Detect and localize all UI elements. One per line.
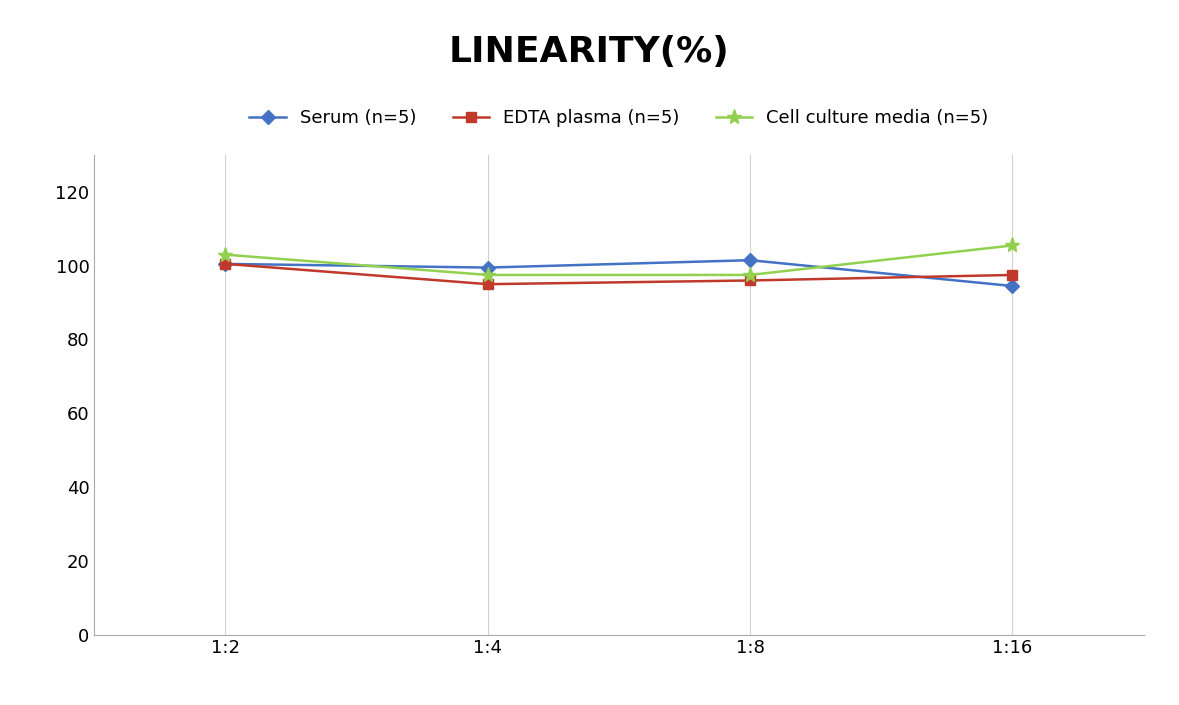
EDTA plasma (n=5)	[743, 276, 757, 285]
Cell culture media (n=5)	[743, 271, 757, 279]
Legend: Serum (n=5), EDTA plasma (n=5), Cell culture media (n=5): Serum (n=5), EDTA plasma (n=5), Cell cul…	[242, 102, 996, 134]
Serum (n=5)	[218, 259, 232, 268]
Line: EDTA plasma (n=5): EDTA plasma (n=5)	[220, 259, 1017, 289]
EDTA plasma (n=5)	[218, 259, 232, 268]
Text: LINEARITY(%): LINEARITY(%)	[449, 35, 730, 69]
Line: Cell culture media (n=5): Cell culture media (n=5)	[218, 238, 1020, 283]
Line: Serum (n=5): Serum (n=5)	[220, 255, 1017, 291]
EDTA plasma (n=5)	[1006, 271, 1020, 279]
Cell culture media (n=5)	[481, 271, 495, 279]
Cell culture media (n=5)	[218, 250, 232, 259]
EDTA plasma (n=5)	[481, 280, 495, 288]
Cell culture media (n=5)	[1006, 241, 1020, 250]
Serum (n=5)	[743, 256, 757, 264]
Serum (n=5)	[481, 264, 495, 272]
Serum (n=5)	[1006, 282, 1020, 290]
